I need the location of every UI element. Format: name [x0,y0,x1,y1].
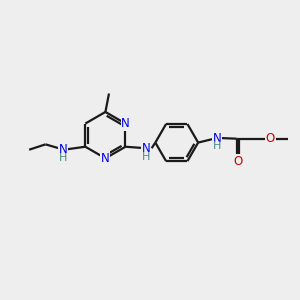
Text: H: H [213,141,221,152]
Text: O: O [266,132,275,145]
Text: N: N [101,152,110,165]
Text: N: N [142,142,151,155]
Text: O: O [233,155,243,168]
Text: H: H [59,153,68,163]
Text: N: N [59,143,68,156]
Text: H: H [142,152,151,161]
Text: N: N [121,117,130,130]
Text: N: N [213,132,221,145]
